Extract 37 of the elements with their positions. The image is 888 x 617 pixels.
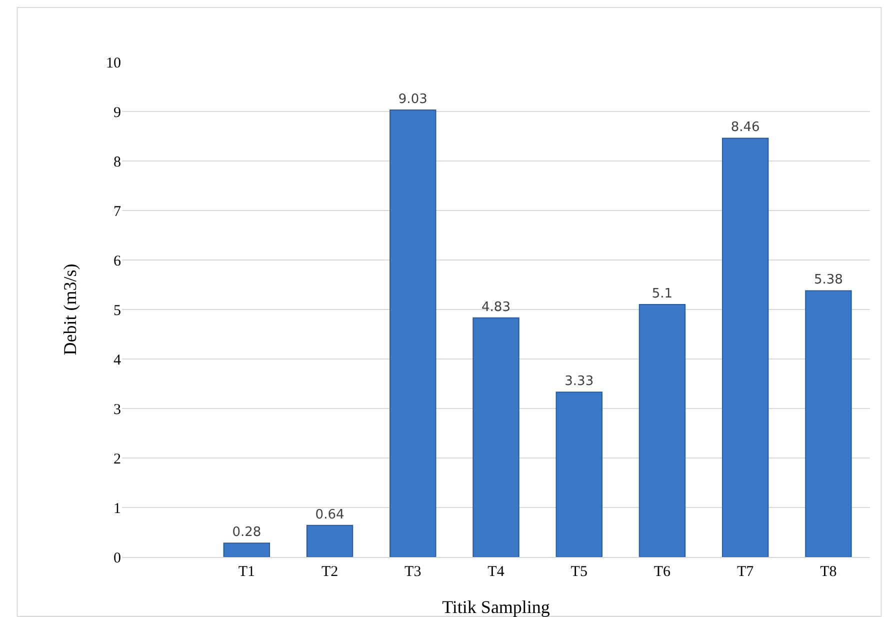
x-tick-label: T1 bbox=[238, 564, 256, 580]
x-tick-label: T8 bbox=[820, 564, 837, 580]
data-label: 5.38 bbox=[814, 272, 843, 288]
y-axis-title: Debit (m3/s) bbox=[60, 264, 80, 356]
data-label: 5.1 bbox=[652, 286, 673, 302]
data-label: 9.03 bbox=[398, 92, 428, 108]
y-tick-label: 3 bbox=[114, 402, 121, 418]
x-tick-label: T3 bbox=[404, 564, 422, 580]
bar bbox=[306, 524, 354, 557]
y-tick-label: 2 bbox=[114, 451, 121, 468]
y-tick-label: 8 bbox=[114, 154, 121, 170]
bar bbox=[722, 138, 769, 557]
x-tick-label: T4 bbox=[488, 564, 505, 580]
bar bbox=[472, 317, 520, 557]
data-label: 3.33 bbox=[564, 374, 594, 390]
data-label: 0.28 bbox=[232, 525, 262, 540]
bar bbox=[556, 392, 602, 557]
y-tick-label: 5 bbox=[114, 302, 121, 319]
bar bbox=[223, 542, 270, 557]
y-tick-label: 10 bbox=[106, 55, 121, 72]
bar bbox=[638, 304, 686, 557]
y-tick-label: 6 bbox=[114, 253, 122, 270]
y-tick-label: 0 bbox=[114, 550, 121, 566]
x-tick-label: T7 bbox=[736, 564, 754, 580]
x-tick-label: T2 bbox=[321, 564, 338, 580]
y-tick-label: 7 bbox=[114, 204, 122, 220]
y-tick-label: 4 bbox=[114, 352, 122, 368]
y-tick-label: 9 bbox=[114, 104, 121, 121]
x-axis-title: Titik Sampling bbox=[442, 597, 550, 617]
x-tick-label: T5 bbox=[570, 564, 588, 580]
bar bbox=[390, 110, 436, 557]
y-tick-label: 1 bbox=[114, 500, 121, 517]
bar bbox=[805, 290, 852, 557]
data-label: 0.64 bbox=[315, 507, 344, 522]
data-label: 4.83 bbox=[482, 300, 510, 315]
x-tick-label: T6 bbox=[654, 564, 672, 580]
data-label: 8.46 bbox=[730, 120, 760, 136]
